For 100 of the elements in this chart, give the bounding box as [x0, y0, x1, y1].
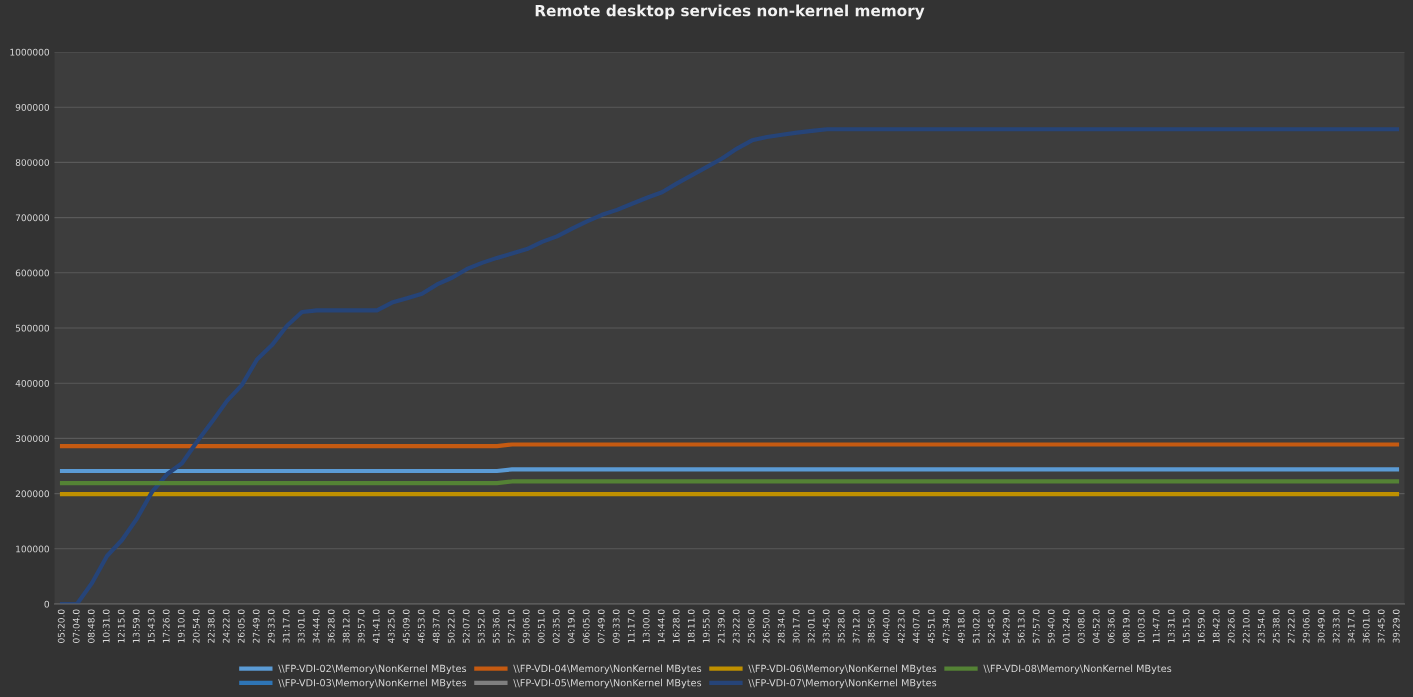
x-tick-label: 39:57.0	[357, 609, 365, 643]
x-tick-label: 30:17.0	[792, 609, 800, 643]
y-tick-label: 1000000	[10, 48, 50, 56]
x-tick-label: 45:51.0	[927, 609, 935, 644]
x-tick-label: 59:40.0	[1047, 609, 1055, 643]
x-tick-label: 04:19.0	[567, 609, 575, 643]
x-tick-label: 29:33.0	[267, 609, 275, 643]
x-tick-label: 36:01.0	[1362, 609, 1370, 643]
x-tick-label: 31:17.0	[282, 609, 290, 643]
x-tick-label: 04:52.0	[1092, 609, 1100, 643]
x-tick-label: 10:03.0	[1137, 609, 1145, 643]
x-tick-label: 46:53.0	[417, 609, 425, 644]
x-tick-label: 25:06.0	[747, 609, 755, 643]
x-tick-label: 40:40.0	[882, 609, 890, 644]
x-tick-label: 23:54.0	[1257, 609, 1265, 643]
x-tick-label: 54:29.0	[1002, 609, 1010, 643]
legend-label: \\FP-VDI-07\Memory\NonKernel MBytes	[748, 678, 937, 689]
x-tick-label: 26:05.0	[237, 609, 245, 643]
x-tick-label: 27:22.0	[1287, 609, 1295, 643]
x-tick-label: 14:44.0	[657, 609, 665, 643]
legend-label: \\FP-VDI-05\Memory\NonKernel MBytes	[513, 678, 702, 689]
x-tick-label: 50:22.0	[447, 609, 455, 643]
x-tick-label: 21:39.0	[717, 609, 725, 643]
x-tick-label: 19:55.0	[702, 609, 710, 643]
x-tick-label: 11:47.0	[1152, 609, 1160, 643]
x-tick-label: 08:19.0	[1122, 609, 1130, 643]
x-tick-label: 20:54.0	[192, 609, 200, 643]
x-tick-label: 17:26.0	[162, 609, 170, 643]
x-tick-label: 22:10.0	[1242, 609, 1250, 643]
x-tick-label: 42:23.0	[897, 609, 905, 644]
y-tick-label: 900000	[15, 103, 50, 111]
x-tick-label: 51:02.0	[972, 609, 980, 643]
x-tick-label: 12:15.0	[117, 609, 125, 643]
x-tick-label: 05:20.0	[57, 609, 65, 643]
x-tick-label: 30:49.0	[1317, 609, 1325, 643]
x-tick-label: 15:43.0	[147, 609, 155, 643]
x-tick-label: 13:59.0	[132, 609, 140, 643]
x-tick-label: 06:36.0	[1107, 609, 1115, 643]
legend-label: \\FP-VDI-04\Memory\NonKernel MBytes	[513, 664, 702, 674]
x-tick-label: 32:33.0	[1332, 609, 1340, 643]
x-tick-label: 48:37.0	[432, 609, 440, 644]
x-tick-label: 22:38.0	[207, 609, 215, 643]
y-tick-label: 600000	[15, 269, 50, 277]
y-tick-label: 500000	[15, 324, 50, 332]
x-tick-label: 15:15.0	[1182, 609, 1190, 643]
y-tick-label: 300000	[15, 435, 50, 442]
y-tick-label: 100000	[16, 545, 50, 553]
x-tick-label: 20:26.0	[1227, 609, 1235, 643]
legend-label: \\FP-VDI-08\Memory\NonKernel MBytes	[983, 664, 1172, 674]
x-tick-label: 13:00.0	[642, 609, 650, 643]
x-tick-label: 34:17.0	[1347, 609, 1355, 643]
x-tick-label: 23:22.0	[732, 609, 740, 643]
x-tick-label: 07:04.0	[72, 609, 80, 643]
x-tick-label: 53:52.0	[477, 609, 485, 643]
x-tick-label: 45:09.0	[402, 609, 410, 644]
x-tick-label: 18:42.0	[1212, 609, 1220, 643]
x-tick-label: 37:12.0	[852, 609, 860, 643]
x-tick-label: 39:29.0	[1392, 609, 1400, 643]
x-tick-label: 37:45.0	[1377, 609, 1385, 643]
legend-label: \\FP-VDI-03\Memory\NonKernel MBytes	[278, 678, 467, 689]
x-tick-label: 43:25.0	[387, 609, 395, 644]
x-tick-label: 27:49.0	[252, 609, 260, 643]
x-tick-label: 33:45.0	[822, 609, 830, 643]
x-tick-label: 57:21.0	[507, 609, 515, 643]
x-tick-label: 09:33.0	[612, 609, 620, 643]
x-tick-label: 52:07.0	[462, 609, 470, 643]
x-tick-label: 28:34.0	[777, 609, 785, 643]
legend-label: \\FP-VDI-06\Memory\NonKernel MBytes	[748, 664, 937, 674]
x-tick-label: 38:56.0	[867, 609, 875, 643]
y-tick-label: 200000	[15, 490, 50, 498]
line-series	[59, 127, 1400, 604]
x-tick-label: 01:24.0	[1062, 609, 1070, 643]
x-tick-label: 33:01.0	[297, 609, 305, 643]
x-tick-label: 11:17.0	[627, 609, 635, 643]
x-tick-label: 02:35.0	[552, 609, 560, 643]
x-tick-label: 00:51.0	[537, 609, 545, 643]
x-tick-label: 34:44.0	[312, 609, 320, 643]
x-tick-label: 18:11.0	[687, 609, 695, 643]
legend-label: \\FP-VDI-02\Memory\NonKernel MBytes	[278, 664, 467, 674]
x-tick-label: 16:28.0	[672, 609, 680, 643]
x-tick-label: 38:12.0	[342, 609, 350, 643]
y-tick-label: 700000	[15, 214, 50, 222]
x-tick-label: 13:31.0	[1167, 609, 1175, 643]
x-tick-label: 07:49.0	[597, 609, 605, 643]
x-tick-label: 03:08.0	[1077, 609, 1085, 643]
x-tick-label: 56:13.0	[1017, 609, 1025, 643]
y-tick-label: 800000	[15, 159, 50, 166]
chart-title: Remote desktop services non-kernel memory	[535, 4, 925, 20]
y-tick-label: 400000	[15, 379, 50, 387]
x-tick-label: 19:10.0	[177, 609, 185, 643]
x-tick-label: 52:45.0	[987, 609, 995, 643]
x-tick-label: 55:36.0	[492, 609, 500, 643]
x-tick-label: 44:07.0	[912, 609, 920, 644]
x-tick-label: 59:06.0	[522, 609, 530, 643]
x-tick-label: 25:38.0	[1272, 609, 1280, 643]
x-tick-label: 06:05.0	[582, 609, 590, 643]
x-tick-label: 24:22.0	[222, 609, 230, 643]
y-tick-label: 0	[44, 600, 50, 608]
x-tick-label: 41:41.0	[372, 609, 380, 644]
x-tick-label: 32:01.0	[807, 609, 815, 643]
